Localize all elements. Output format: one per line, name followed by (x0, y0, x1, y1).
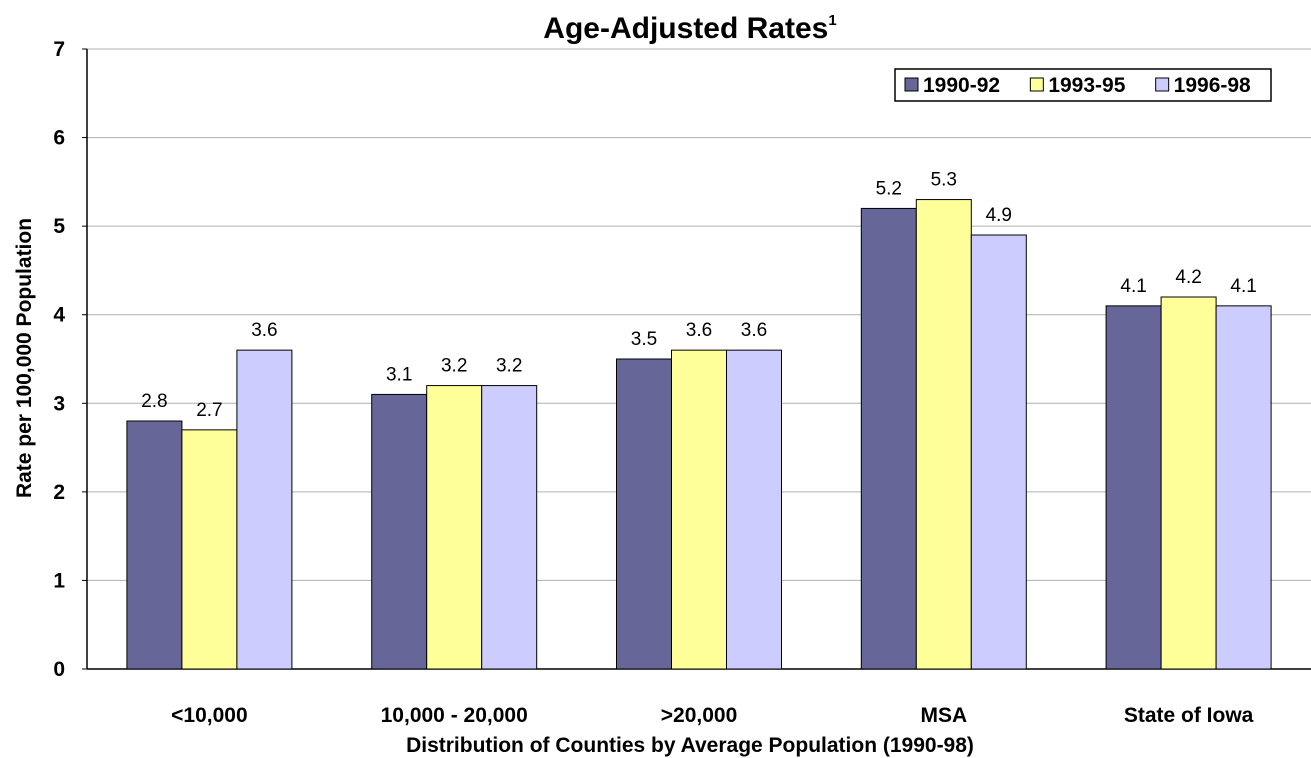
x-tick-label: MSA (920, 704, 967, 727)
y-tick-label: 0 (53, 658, 65, 681)
legend: 1990-92 1993-95 1996-98 (894, 68, 1272, 102)
bar-1996-98-State of Iowa (1215, 305, 1272, 670)
data-label: 3.2 (441, 356, 467, 377)
bar-1996-98->20,000 (726, 349, 782, 670)
chart-title-text: Age-Adjusted Rates (543, 12, 828, 45)
data-label: 4.2 (1175, 267, 1201, 288)
x-tick-label: <10,000 (171, 704, 248, 727)
bar-1993-95-State of Iowa (1160, 296, 1217, 670)
data-label: 4.1 (1230, 276, 1256, 297)
y-tick-label: 2 (53, 481, 65, 504)
bar-1996-98-MSA (970, 234, 1027, 670)
data-label: 4.9 (986, 205, 1012, 226)
legend-swatch (904, 77, 919, 92)
chart-title-superscript: 1 (828, 12, 836, 29)
y-tick-label: 5 (53, 215, 65, 238)
legend-box (894, 68, 1272, 102)
legend-swatch (1155, 77, 1170, 92)
x-tick-label: State of Iowa (1124, 704, 1254, 727)
bar-1990-92->20,000 (616, 358, 672, 670)
data-label: 3.1 (386, 364, 412, 385)
legend-label: 1993-95 (1048, 74, 1125, 97)
y-axis-label: Rate per 100,000 Population (13, 218, 36, 498)
legend-label: 1996-98 (1174, 74, 1251, 97)
plot-area: 0 1 2 3 4 5 6 7 2.8 2.7 3.6 <10,000 3.1 3.2 3.2 10,000 … (53, 38, 1311, 727)
bar-1996-98-<10,000 (236, 349, 293, 670)
chart-title: Age-Adjusted Rates1 (543, 12, 836, 45)
bar-1990-92-<10,000 (126, 420, 183, 670)
bar-1990-92-MSA (860, 207, 917, 670)
data-label: 3.2 (496, 356, 522, 377)
data-label: 2.7 (196, 400, 222, 421)
x-axis-label: Distribution of Counties by Average Popu… (406, 734, 974, 757)
bar-1990-92-State of Iowa (1105, 305, 1162, 670)
legend-swatch (1029, 77, 1044, 92)
data-label: 3.6 (686, 320, 712, 341)
bar-1993-95-<10,000 (181, 429, 238, 670)
bar-1993-95->20,000 (671, 349, 727, 670)
legend-label: 1990-92 (923, 74, 1000, 97)
data-label: 5.3 (931, 170, 957, 191)
data-label: 3.6 (251, 320, 277, 341)
bar-1990-92-10,000 - 20,000 (371, 393, 428, 670)
data-label: 3.6 (741, 320, 767, 341)
bar-1993-95-MSA (915, 199, 972, 670)
y-tick-label: 1 (53, 569, 65, 592)
data-label: 3.5 (631, 329, 657, 350)
y-tick-label: 4 (53, 304, 65, 327)
y-tick-label: 6 (53, 127, 65, 150)
y-tick-label: 3 (53, 392, 65, 415)
y-tick-label: 7 (53, 38, 65, 61)
bar-1996-98-10,000 - 20,000 (481, 385, 538, 670)
x-tick-label: 10,000 - 20,000 (381, 704, 528, 727)
data-label: 4.1 (1120, 276, 1146, 297)
data-label: 2.8 (141, 391, 167, 412)
data-label: 5.2 (876, 178, 902, 199)
x-tick-label: >20,000 (661, 704, 738, 727)
bar-1993-95-10,000 - 20,000 (426, 385, 483, 670)
